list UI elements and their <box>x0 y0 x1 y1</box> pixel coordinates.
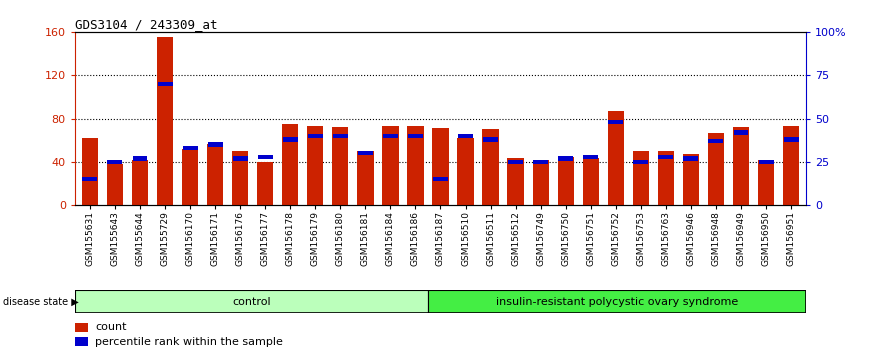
Bar <box>333 134 348 138</box>
Bar <box>107 160 122 164</box>
Bar <box>608 111 624 205</box>
Bar <box>783 126 799 205</box>
Bar <box>182 146 197 150</box>
Bar <box>733 127 749 205</box>
Bar <box>633 151 649 205</box>
Bar <box>532 160 549 205</box>
Bar <box>707 133 724 205</box>
Bar <box>383 134 398 138</box>
Bar <box>132 156 147 161</box>
Bar <box>608 120 623 124</box>
Text: percentile rank within the sample: percentile rank within the sample <box>95 337 283 347</box>
Text: disease state ▶: disease state ▶ <box>3 297 78 307</box>
Bar <box>458 134 473 138</box>
Bar <box>507 158 524 205</box>
Bar <box>658 151 674 205</box>
Bar <box>633 160 648 164</box>
Bar <box>258 155 273 159</box>
Bar <box>232 151 248 205</box>
Bar <box>558 156 574 205</box>
Bar <box>182 149 198 205</box>
Bar <box>759 160 774 164</box>
Bar <box>82 138 98 205</box>
Bar <box>483 137 498 142</box>
Text: count: count <box>95 322 127 332</box>
Bar <box>658 155 673 159</box>
Bar <box>408 134 423 138</box>
Bar <box>783 137 798 142</box>
Bar <box>559 156 574 161</box>
Bar <box>433 177 448 182</box>
Text: GDS3104 / 243309_at: GDS3104 / 243309_at <box>75 18 218 31</box>
Bar <box>758 160 774 205</box>
Bar <box>583 155 598 159</box>
Bar <box>358 151 373 155</box>
Bar <box>483 130 499 205</box>
Bar <box>457 138 474 205</box>
Bar <box>107 164 123 205</box>
Bar <box>332 127 349 205</box>
Bar <box>407 126 424 205</box>
Bar <box>207 143 223 205</box>
Bar <box>75 290 428 313</box>
Bar <box>428 290 806 313</box>
Bar <box>382 126 398 205</box>
Bar <box>283 137 298 142</box>
Bar <box>708 139 723 143</box>
Bar <box>157 37 174 205</box>
Bar <box>508 160 523 164</box>
Bar <box>75 337 88 347</box>
Bar <box>433 129 448 205</box>
Bar <box>83 177 98 182</box>
Bar <box>734 130 749 135</box>
Bar <box>307 126 323 205</box>
Bar <box>357 151 374 205</box>
Bar <box>233 156 248 161</box>
Bar <box>307 134 322 138</box>
Text: control: control <box>232 297 270 307</box>
Bar <box>282 124 299 205</box>
Bar <box>208 142 223 147</box>
Bar <box>683 154 699 205</box>
Bar <box>257 162 273 205</box>
Bar <box>582 158 599 205</box>
Bar <box>684 156 699 161</box>
Bar <box>533 160 548 164</box>
Text: insulin-resistant polycystic ovary syndrome: insulin-resistant polycystic ovary syndr… <box>496 297 738 307</box>
Bar <box>75 322 88 332</box>
Bar <box>158 82 173 86</box>
Bar <box>132 160 148 205</box>
